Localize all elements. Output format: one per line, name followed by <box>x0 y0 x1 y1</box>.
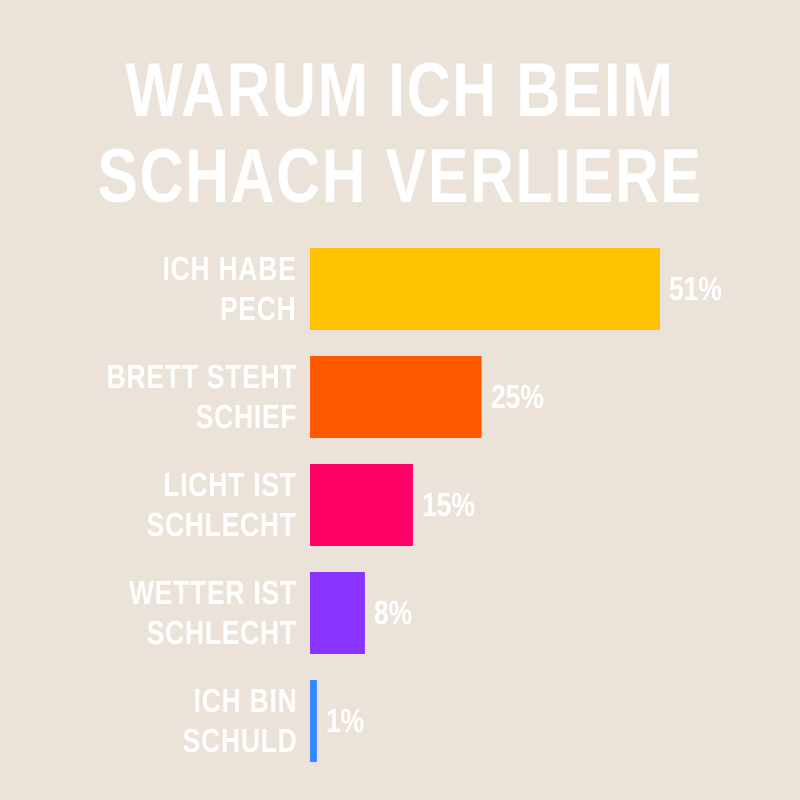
value-label: 1% <box>325 702 365 739</box>
value-label: 15% <box>421 486 475 523</box>
bar <box>310 680 317 762</box>
bar <box>310 572 365 654</box>
chart-title: WARUM ICH BEIM SCHACH VERLIERE <box>97 48 703 219</box>
bar <box>310 356 482 438</box>
category-label: WETTER IST SCHLECHT <box>129 574 297 651</box>
value-label: 8% <box>373 594 413 631</box>
category-label: ICH HABE PECH <box>162 250 297 327</box>
value-label: 25% <box>490 378 544 415</box>
category-label: LICHT IST SCHLECHT <box>146 466 297 543</box>
bar <box>310 248 660 330</box>
category-label: ICH BIN SCHULD <box>182 682 297 759</box>
category-label: BRETT STEHT SCHIEF <box>106 358 297 435</box>
value-label: 51% <box>669 270 722 307</box>
bar <box>310 464 413 546</box>
